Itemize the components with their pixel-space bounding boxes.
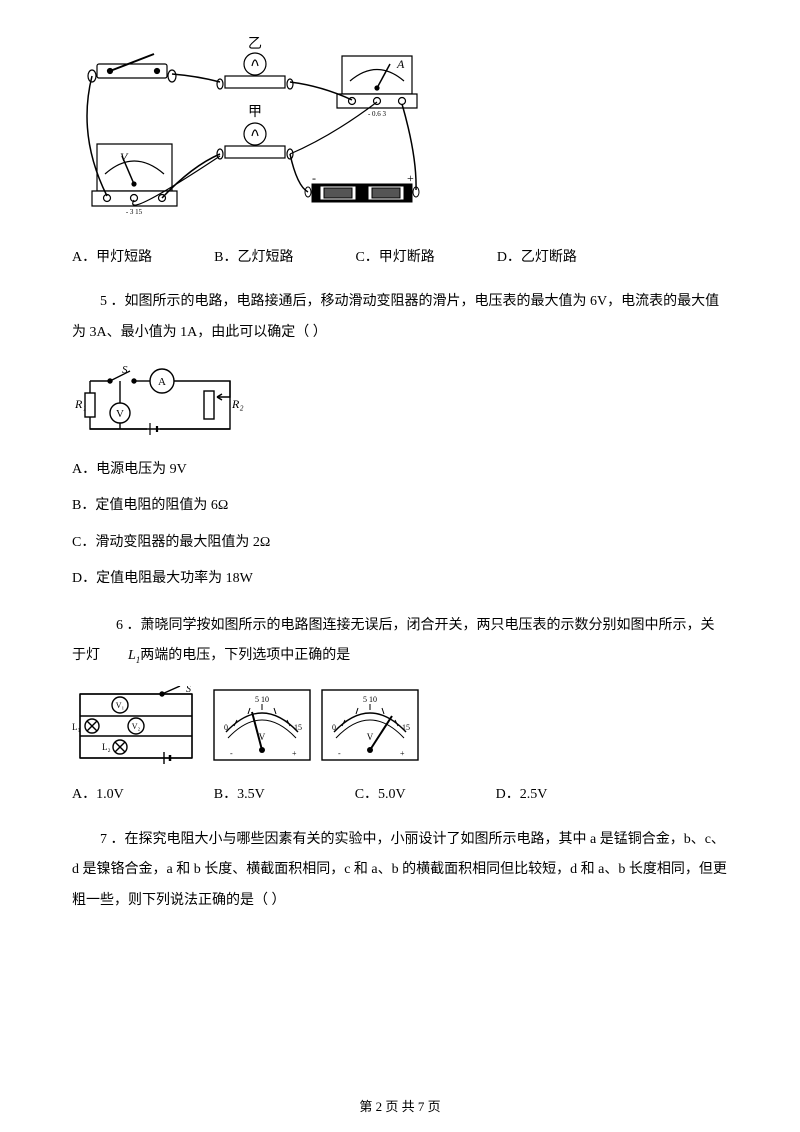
svg-text:L₁: L₁ bbox=[72, 722, 81, 732]
svg-text:15: 15 bbox=[402, 723, 410, 732]
q4-opt-d: D．乙灯断路 bbox=[497, 247, 577, 269]
q5-s: S bbox=[122, 364, 128, 376]
svg-text:0: 0 bbox=[224, 723, 228, 732]
svg-text:+: + bbox=[292, 749, 297, 758]
svg-text:V₂: V₂ bbox=[132, 722, 141, 731]
q5-options: A．电源电压为 9V B．定值电阻的阻值为 6Ω C．滑动变阻器的最大阻值为 2… bbox=[72, 459, 728, 591]
svg-text:- 0.6 3: - 0.6 3 bbox=[368, 110, 387, 118]
page-footer: 第 2 页 共 7 页 bbox=[0, 1097, 800, 1118]
q4-figure: 乙 A - 0.6 3 甲 V - 3 15 bbox=[72, 36, 728, 231]
svg-text:0: 0 bbox=[332, 723, 336, 732]
q5-figure: S A V R₁ R₂ bbox=[72, 363, 728, 443]
q4-opt-b: B．乙灯短路 bbox=[214, 247, 293, 269]
q7-text: 7 ．在探究电阻大小与哪些因素有关的实验中，小丽设计了如图所示电路，其中 a 是… bbox=[72, 825, 728, 917]
q5-v: V bbox=[116, 408, 124, 420]
q5-r1: R₁ bbox=[74, 397, 87, 411]
q6-l1-sub: 1 bbox=[136, 655, 141, 665]
q4-circuit-svg: 乙 A - 0.6 3 甲 V - 3 15 bbox=[72, 36, 422, 231]
svg-text:5 10: 5 10 bbox=[255, 695, 269, 704]
q5-opt-a: A．电源电压为 9V bbox=[72, 459, 728, 481]
svg-text:V: V bbox=[367, 732, 374, 742]
q6-text-p2: 两端的电压，下列选项中正确的是 bbox=[140, 648, 350, 663]
q6-figure: S V₁ V₂ L₁ L₂ 5 10 0 15 V - + 5 bbox=[72, 686, 728, 768]
q5-opt-b: B．定值电阻的阻值为 6Ω bbox=[72, 495, 728, 517]
svg-text:S: S bbox=[186, 686, 191, 695]
svg-text:-: - bbox=[230, 749, 233, 758]
q5-opt-c: C．滑动变阻器的最大阻值为 2Ω bbox=[72, 532, 728, 554]
q5-r2: R₂ bbox=[231, 397, 244, 411]
q6-text: 6 ．萧晓同学按如图所示的电路图连接无误后，闭合开关，两只电压表的示数分别如图中… bbox=[72, 611, 728, 673]
svg-text:+: + bbox=[400, 749, 405, 758]
q5-text: 5 ．如图所示的电路，电路接通后，移动滑动变阻器的滑片，电压表的最大值为 6V，… bbox=[72, 287, 728, 349]
q6-opt-c: C．5.0V bbox=[355, 784, 406, 806]
q5-circuit-svg: S A V R₁ R₂ bbox=[72, 363, 247, 443]
label-jia: 甲 bbox=[248, 105, 262, 120]
svg-text:V₁: V₁ bbox=[116, 701, 125, 710]
svg-text:-: - bbox=[338, 749, 341, 758]
svg-text:15: 15 bbox=[294, 723, 302, 732]
q6-opt-b: B．3.5V bbox=[214, 784, 265, 806]
svg-text:+: + bbox=[407, 171, 414, 185]
q6-options: A．1.0V B．3.5V C．5.0V D．2.5V bbox=[72, 784, 728, 806]
q4-options: A．甲灯短路 B．乙灯短路 C．甲灯断路 D．乙灯断路 bbox=[72, 247, 728, 269]
q5-a: A bbox=[158, 376, 166, 388]
q6-svg: S V₁ V₂ L₁ L₂ 5 10 0 15 V - + 5 bbox=[72, 686, 432, 768]
q6-opt-a: A．1.0V bbox=[72, 784, 124, 806]
label-yi: 乙 bbox=[248, 36, 262, 52]
svg-text:5 10: 5 10 bbox=[363, 695, 377, 704]
svg-text:L₂: L₂ bbox=[102, 742, 111, 752]
q6-l1: L bbox=[128, 648, 136, 663]
svg-text:- 3 15: - 3 15 bbox=[126, 208, 143, 216]
ammeter-label: A bbox=[396, 57, 405, 71]
svg-text:V: V bbox=[259, 732, 266, 742]
q5-opt-d: D．定值电阻最大功率为 18W bbox=[72, 568, 728, 590]
svg-text:-: - bbox=[312, 171, 316, 185]
q6-opt-d: D．2.5V bbox=[496, 784, 548, 806]
q4-opt-a: A．甲灯短路 bbox=[72, 247, 152, 269]
q4-opt-c: C．甲灯断路 bbox=[355, 247, 434, 269]
